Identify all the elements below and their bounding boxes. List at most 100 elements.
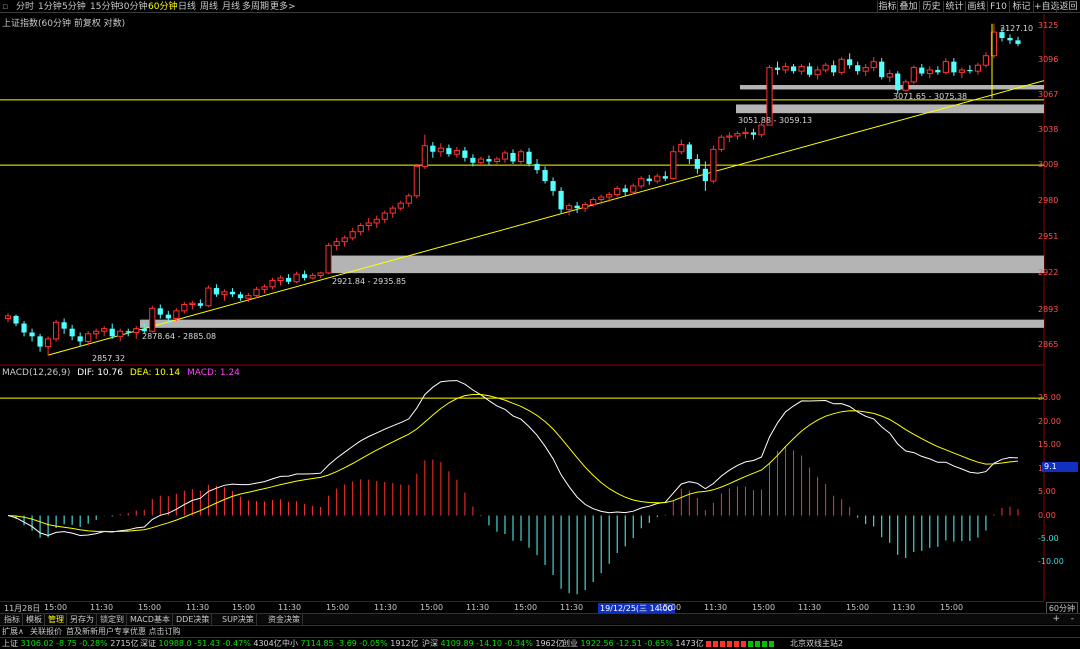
- candle: [670, 145, 677, 180]
- candle: [718, 134, 725, 152]
- candle: [381, 210, 388, 223]
- candle: [806, 62, 813, 78]
- indicator-tab-2[interactable]: 管理: [46, 614, 67, 625]
- promo-link[interactable]: 首及新新用户专享优惠 点击订购: [66, 627, 181, 636]
- period-tab-7[interactable]: 周线: [200, 2, 219, 12]
- ticker-vol: 1473亿: [675, 639, 704, 648]
- ticker-pct: -0.65%: [644, 639, 676, 648]
- period-tab-4[interactable]: 30分钟: [118, 2, 148, 12]
- indicator-tab-1[interactable]: 模板: [24, 614, 45, 625]
- period-tab-2[interactable]: 5分钟: [62, 2, 86, 12]
- toolbar-button-1[interactable]: 叠加: [897, 1, 919, 13]
- toolbar-button-2[interactable]: 历史: [919, 1, 943, 13]
- toolbar-button-5[interactable]: F10: [987, 1, 1009, 13]
- toolbar-button-4[interactable]: 画线: [965, 1, 987, 13]
- candle: [125, 328, 131, 337]
- indicator-tab-5[interactable]: MACD基本: [128, 614, 173, 625]
- expand-link[interactable]: 扩展∧: [2, 627, 24, 636]
- candle: [967, 65, 973, 74]
- time-tick-label: 11:30: [704, 603, 728, 612]
- price-tick-label: 3125: [1038, 21, 1059, 31]
- candle: [181, 301, 188, 314]
- index-ticker-1[interactable]: 深证 10988.0 -51.43 -0.47% 4304亿: [140, 638, 282, 649]
- candle: [141, 323, 147, 334]
- price-tick-label: 2951: [1038, 231, 1059, 241]
- ticker-chg: -51.43: [194, 639, 223, 648]
- candle: [782, 62, 789, 74]
- candle: [742, 127, 749, 139]
- ticker-name: 中小: [282, 639, 301, 648]
- ticker-chg: -3.69: [336, 639, 360, 648]
- index-ticker-3[interactable]: 沪深 4109.89 -14.10 -0.34% 1962亿: [422, 638, 564, 649]
- candle: [758, 122, 765, 138]
- add-icon[interactable]: +: [1052, 614, 1060, 624]
- price-annotation: 2857.32: [92, 354, 126, 363]
- ticker-price: 7114.85: [300, 639, 337, 648]
- period-tab-5[interactable]: 60分钟: [148, 2, 178, 12]
- candle: [317, 271, 324, 278]
- candle: [895, 71, 901, 94]
- macd-current-marker: 9.1: [1042, 462, 1078, 472]
- candle: [277, 275, 284, 286]
- period-tab-1[interactable]: 1分钟: [38, 2, 62, 12]
- candle: [301, 270, 308, 281]
- toolbar-button-3[interactable]: 统计: [943, 1, 965, 13]
- ticker-vol: 1912亿: [390, 639, 419, 648]
- price-annotation: 3051.88 - 3059.13: [738, 116, 813, 125]
- macd-tick-label: 15.00: [1038, 440, 1061, 450]
- period-tab-8[interactable]: 月线: [222, 2, 241, 12]
- period-tab-10[interactable]: 更多>: [270, 2, 296, 12]
- candle: [606, 192, 613, 202]
- candle: [269, 277, 276, 290]
- period-tab-6[interactable]: 日线: [178, 2, 197, 12]
- candle: [710, 145, 717, 184]
- index-ticker-0[interactable]: 上证 3106.02 -8.75 -0.28% 2715亿: [2, 638, 139, 649]
- indicator-tab-0[interactable]: 指标: [2, 614, 23, 625]
- indicator-tab-7[interactable]: SUP决策: [220, 614, 257, 625]
- toolbar-button-0[interactable]: 指标: [877, 1, 897, 13]
- indicator-tab-8[interactable]: 资金决策: [266, 614, 303, 625]
- candle: [101, 326, 108, 337]
- price-annotation: 3071.65 - 3075.38: [893, 92, 968, 101]
- time-tick-label: 19/12/25(三 14:00: [598, 603, 675, 614]
- candle: [285, 274, 292, 285]
- indicator-tab-3[interactable]: 另存为: [68, 614, 97, 625]
- indicator-tab-6[interactable]: DDE决策: [174, 614, 213, 625]
- index-ticker-4[interactable]: 创业 1922.56 -12.51 -0.65% 1473亿: [562, 638, 704, 649]
- related-quotes-link[interactable]: 关联报价: [30, 627, 62, 636]
- period-tab-9[interactable]: 多周期: [242, 2, 270, 12]
- candle: [646, 174, 652, 185]
- macd-title: MACD(12,26,9) DIF: 10.76 DEA: 10.14 MACD…: [2, 368, 244, 378]
- candle: [453, 146, 460, 158]
- candle: [229, 288, 236, 297]
- candle: [173, 308, 180, 322]
- time-tick-label: 15:00: [658, 603, 682, 612]
- time-tick-label: 15:00: [420, 603, 444, 612]
- period-tab-0[interactable]: 分时: [16, 2, 35, 12]
- candle: [357, 222, 364, 236]
- candle: [702, 161, 708, 191]
- candle: [189, 300, 196, 310]
- period-tab-3[interactable]: 15分钟: [90, 2, 120, 12]
- candle: [1015, 36, 1021, 47]
- candle: [726, 132, 733, 143]
- ticker-pct: -0.34%: [504, 639, 536, 648]
- time-tick-label: 11:30: [798, 603, 822, 612]
- candle: [117, 328, 124, 342]
- index-ticker-2[interactable]: 中小 7114.85 -3.69 -0.05% 1912亿: [282, 638, 419, 649]
- trendline: [47, 80, 1045, 356]
- price-tick-label: 2922: [1038, 267, 1059, 277]
- minus-icon[interactable]: -: [1070, 614, 1074, 624]
- toolbar-button-8[interactable]: 返回: [1056, 1, 1080, 13]
- candle: [630, 183, 637, 195]
- toolbar-button-7[interactable]: +自选: [1033, 1, 1060, 13]
- dif-value: DIF: 10.76: [77, 368, 123, 378]
- time-tick-label: 11月28日: [4, 604, 41, 613]
- candle: [654, 173, 661, 184]
- support-zone-3: [140, 319, 1044, 328]
- indicator-tab-4[interactable]: 锁定到: [98, 614, 127, 625]
- toolbar-button-6[interactable]: 标记: [1009, 1, 1033, 13]
- candle: [149, 305, 156, 333]
- minimize-icon[interactable]: ▫: [2, 2, 9, 12]
